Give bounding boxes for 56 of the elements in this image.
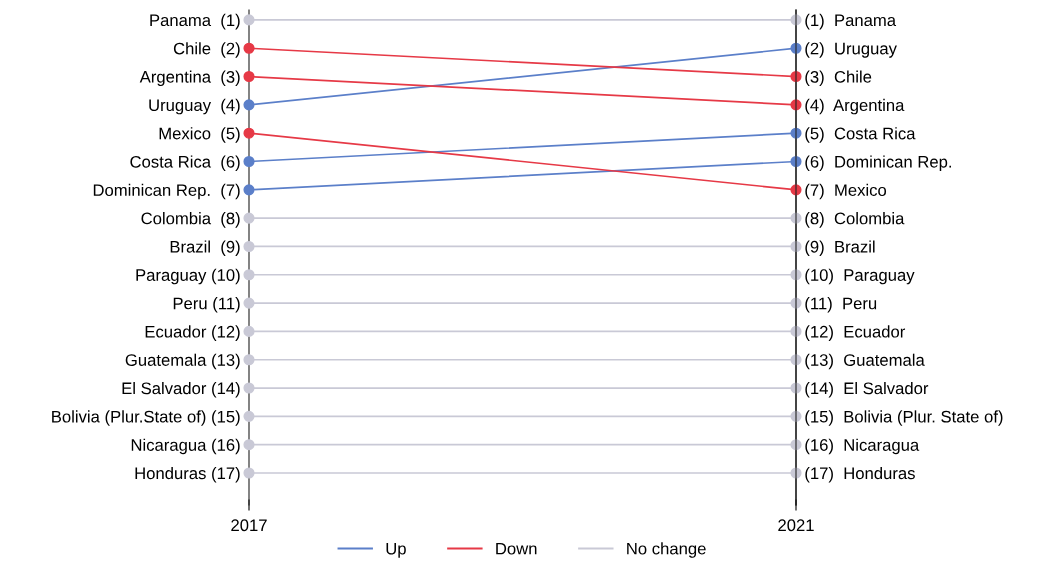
y2-tick-label: (5) Costa Rica (805, 127, 916, 143)
point (243, 439, 255, 451)
point (243, 240, 255, 253)
point (243, 184, 255, 196)
point (243, 127, 255, 139)
legend-label: No change (627, 542, 706, 558)
y2-tick-label: (15) Bolivia (Plur. State of) (805, 410, 1003, 426)
y-tick-label: Honduras (17) (135, 466, 240, 483)
y2-tick-label: (17) Honduras (805, 466, 915, 483)
y-tick-label: Nicaragua (16) (131, 438, 240, 455)
point (243, 325, 255, 337)
legend-label: Up (386, 542, 406, 558)
y2-tick-label: (12) Ecuador (805, 325, 906, 341)
y2-tick-label: (6) Dominican Rep. (805, 155, 952, 171)
point (243, 354, 255, 366)
point (243, 42, 255, 54)
y-tick-label: El Salvador (14) (122, 382, 240, 398)
point (243, 269, 255, 281)
y-tick-label: Mexico (5) (159, 127, 240, 143)
y-tick-label: Chile (2) (173, 42, 240, 58)
point (243, 410, 255, 422)
y2-tick-label: (7) Mexico (805, 183, 887, 200)
y-tick-label: Argentina (3) (139, 70, 240, 87)
y-tick-label: Dominican Rep. (7) (93, 183, 240, 200)
y-tick-label: Uruguay (4) (149, 98, 240, 115)
x-tick-label: 2021 (778, 519, 814, 532)
point (243, 467, 255, 479)
y2-tick-label: (8) Colombia (805, 212, 905, 228)
y-tick-label: Peru (11) (173, 297, 240, 313)
y2-tick-label: (2) Uruguay (805, 42, 897, 58)
point (243, 99, 255, 111)
y-tick-label: Paraguay (10) (136, 268, 240, 285)
y2-tick-label: (13) Guatemala (805, 353, 925, 370)
y2-tick-label: (11) Peru (805, 297, 877, 313)
y-tick-label: Colombia (8) (141, 212, 240, 228)
y-tick-label: Bolivia (Plur.State of) (15) (52, 410, 240, 426)
legend-label: Down (496, 542, 537, 555)
y-tick-label: Costa Rica (6) (130, 155, 240, 171)
point (243, 382, 255, 394)
y-tick-label: Ecuador (12) (145, 325, 240, 341)
y-tick-label: Panama (1) (150, 13, 240, 30)
y2-tick-label: (3) Chile (805, 70, 872, 87)
x-tick-label: 2017 (231, 519, 267, 532)
y2-tick-label: (16) Nicaragua (805, 438, 920, 455)
y2-tick-label: (1) Panama (805, 13, 897, 30)
y2-tick-label: (4) Argentina (805, 98, 905, 115)
y-tick-label: Brazil (9) (170, 240, 240, 256)
y2-tick-label: (14) El Salvador (805, 382, 929, 398)
y2-tick-label: (9) Brazil (805, 240, 875, 256)
point (243, 212, 255, 224)
point (243, 155, 255, 168)
y2-tick-label: (10) Paraguay (805, 268, 915, 285)
point (243, 70, 255, 83)
point (243, 14, 255, 26)
point (243, 297, 255, 309)
y-tick-label: Guatemala (13) (125, 353, 240, 370)
